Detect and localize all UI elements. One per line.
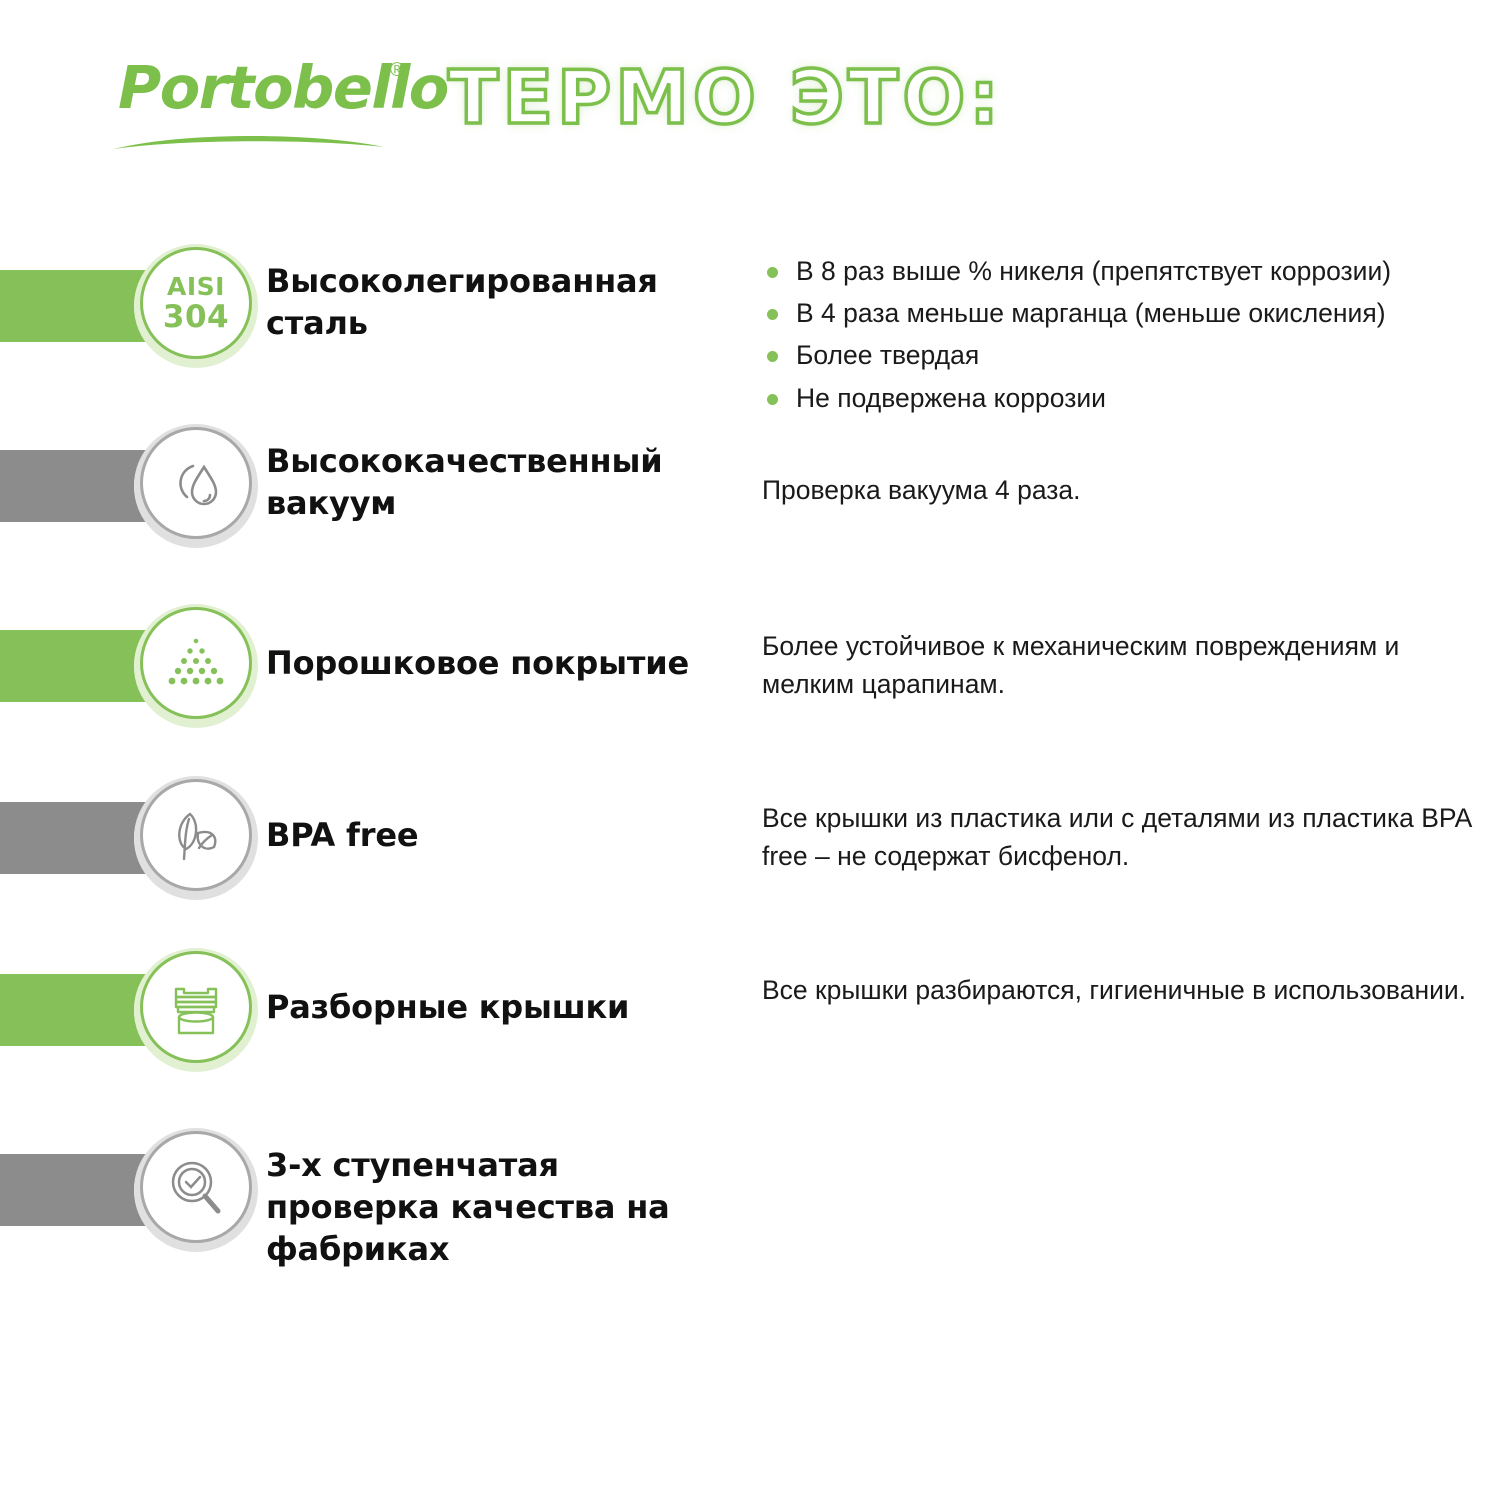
badge-ring [140, 247, 252, 359]
feature-title: Высококачественный вакуум [266, 442, 663, 523]
aisi-label: AISI [167, 271, 225, 301]
feature-badge [134, 424, 258, 548]
aisi-304-badge-icon: AISI 304 [140, 247, 252, 359]
page-title: ТЕРМО ЭТО: [446, 53, 1003, 143]
lid-jar-icon [140, 951, 252, 1063]
feature-title: BPA free [266, 816, 419, 854]
feature-badge [134, 776, 258, 900]
feature-description: Проверка вакуума 4 раза. [762, 475, 1081, 505]
feature-badge [134, 1128, 258, 1252]
water-drop-icon [140, 427, 252, 539]
feature-description: Более устойчивое к механическим поврежде… [762, 631, 1400, 699]
feature-badge: AISI 304 [134, 244, 258, 368]
aisi-grade: 304 [162, 298, 230, 335]
feature-badge [134, 604, 258, 728]
feature-title: 3-х ступенчатая проверка качества на фаб… [266, 1146, 670, 1269]
page-header: Portobello ® ТЕРМО ЭТО: [0, 0, 1500, 200]
feature-description: Все крышки из пластика или с деталями из… [762, 803, 1471, 871]
logo-swoosh-icon [112, 130, 392, 152]
badge-ring [140, 427, 252, 539]
feature-bullet-list: В 8 раз выше % никеля (препятствует корр… [762, 254, 1492, 423]
feature-title: Порошковое покрытие [266, 644, 689, 682]
leaves-icon [140, 779, 252, 891]
feature-badge [134, 948, 258, 1072]
feature-description: Все крышки разбираются, гигиеничные в ис… [762, 975, 1467, 1005]
powder-dots-icon [140, 607, 252, 719]
list-item: В 8 раз выше % никеля (препятствует корр… [762, 254, 1492, 289]
list-item: В 4 раза меньше марганца (меньше окислен… [762, 296, 1492, 331]
list-item: Более твердая [762, 338, 1492, 373]
registered-trademark-icon: ® [390, 60, 404, 81]
list-item: Не подвержена коррозии [762, 381, 1492, 416]
feature-title: Высоколегированная сталь [266, 262, 658, 343]
badge-ring [140, 1131, 252, 1243]
feature-title: Разборные крышки [266, 988, 630, 1026]
magnifier-check-icon [140, 1131, 252, 1243]
